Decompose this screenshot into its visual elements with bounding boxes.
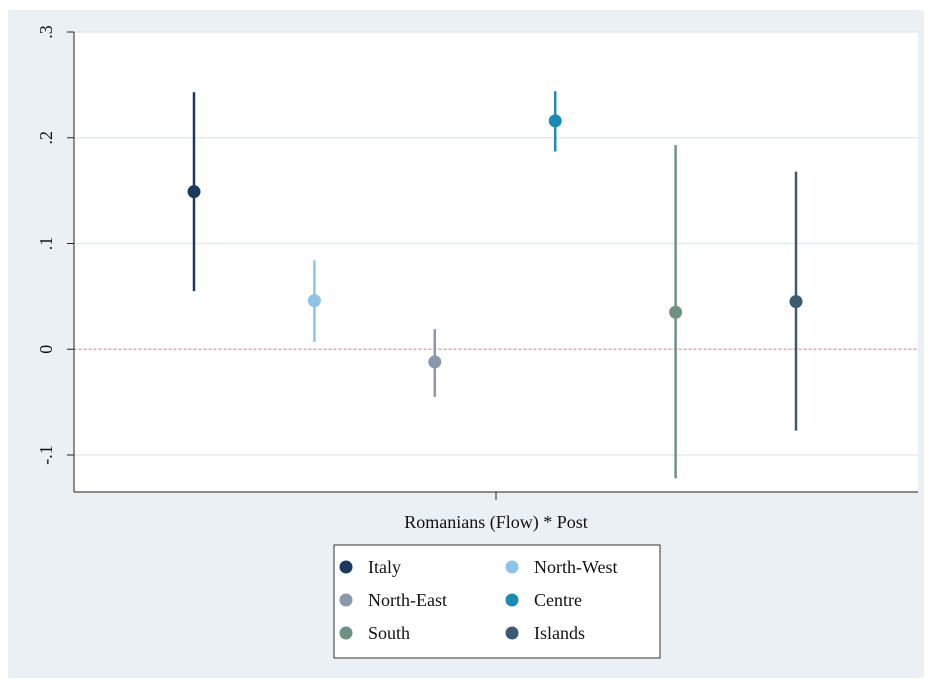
- legend-label-italy: Italy: [368, 557, 401, 577]
- chart-svg: .3 .2 .1 0 -.1 Romanians (Flow) * Post Italy…: [36, 25, 918, 659]
- legend-marker-north-east: [339, 593, 353, 607]
- y-tick-label: .2: [36, 131, 56, 145]
- legend-label-islands: Islands: [534, 623, 585, 643]
- point-estimate-north-east: [428, 355, 442, 369]
- y-tick-label: .1: [36, 237, 56, 251]
- legend-label-north-east: North-East: [368, 590, 447, 610]
- legend-label-centre: Centre: [534, 590, 582, 610]
- legend-box: [333, 544, 661, 659]
- point-estimate-centre: [548, 114, 562, 128]
- legend-marker-centre: [505, 593, 519, 607]
- point-estimate-north-west: [307, 294, 321, 308]
- y-tick-label: .3: [36, 25, 56, 39]
- legend-marker-north-west: [505, 560, 519, 574]
- legend-marker-italy: [339, 560, 353, 574]
- y-tick-label: -.1: [36, 445, 56, 465]
- legend-marker-islands: [505, 626, 519, 640]
- ci-marks: [187, 91, 803, 479]
- legend-marker-south: [339, 626, 353, 640]
- point-estimate-italy: [187, 185, 201, 199]
- chart-frame: .3 .2 .1 0 -.1 Romanians (Flow) * Post Italy…: [8, 10, 924, 678]
- point-estimate-south: [669, 305, 683, 319]
- y-tick-label: 0: [36, 345, 56, 354]
- plot-area: [74, 32, 918, 492]
- x-axis-label: Romanians (Flow) * Post: [404, 512, 588, 533]
- legend: Italy North-West North-East Centre South Isla…: [339, 557, 618, 643]
- legend-label-south: South: [368, 623, 410, 643]
- point-estimate-islands: [789, 295, 803, 309]
- legend-label-north-west: North-West: [534, 557, 618, 577]
- y-ticks: .3 .2 .1 0 -.1: [36, 25, 74, 465]
